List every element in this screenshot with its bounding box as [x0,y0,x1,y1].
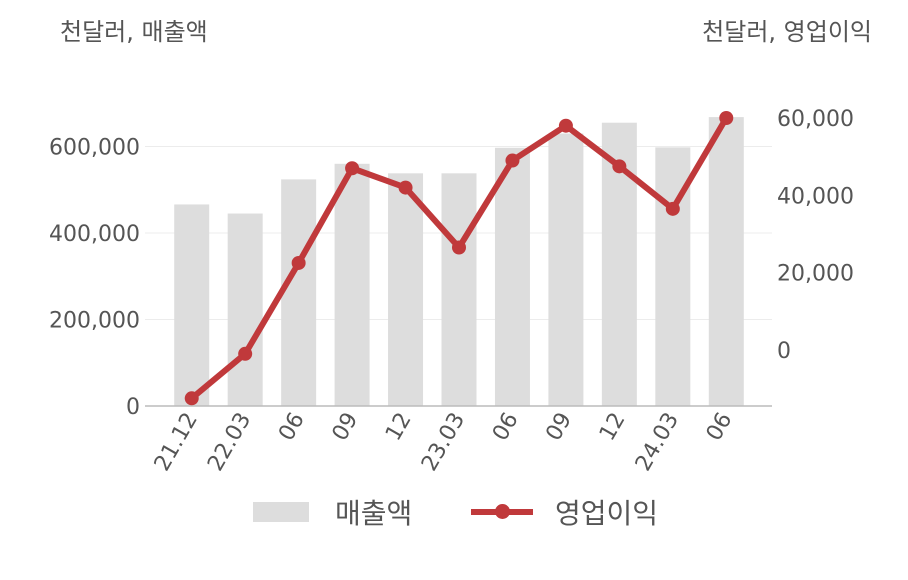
right-tick-3: 60,000 [777,107,854,132]
bar-5 [441,173,477,406]
legend-label-revenue: 매출액 [335,497,413,530]
profit-point-3 [345,161,360,176]
x-tick-7: 09 [541,409,577,446]
bar-6 [494,147,530,407]
profit-point-10 [719,110,734,125]
combo-chart: 0 200,000 400,000 600,000 0 20,000 40,000 60,0… [49,107,854,476]
x-tick-4: 12 [381,409,417,446]
x-tick-9: 24.03 [631,409,684,476]
profit-point-0 [184,391,199,406]
profit-point-2 [291,255,306,270]
legend: 매출액 영업이익 [0,492,908,536]
right-tick-1: 20,000 [777,262,854,287]
legend-line-swatch [471,504,533,519]
x-tick-8: 12 [595,409,631,446]
right-axis-unit: 천달러, 영업이익 [702,18,872,46]
left-tick-0: 0 [126,395,140,420]
profit-point-9 [665,201,680,216]
x-tick-5: 23.03 [417,409,470,476]
profit-point-8 [612,159,627,174]
bar-0 [174,204,210,406]
x-tick-0: 21.12 [150,409,203,476]
profit-point-7 [558,118,573,133]
left-tick-1: 200,000 [49,309,140,334]
left-tick-3: 600,000 [49,136,140,161]
bar-2 [281,179,317,406]
profit-point-4 [398,180,413,195]
legend-item-revenue: 매출액 [253,492,412,532]
bar-1 [227,213,263,406]
right-axis-ticks: 0 20,000 40,000 60,000 [777,107,854,364]
x-tick-6: 06 [488,409,524,446]
x-tick-2: 06 [274,409,310,446]
bar-10 [708,117,744,406]
bar-4 [388,173,424,406]
right-tick-0: 0 [777,339,791,364]
profit-point-1 [238,346,253,361]
left-tick-2: 400,000 [49,222,140,247]
left-axis-unit: 천달러, 매출액 [60,18,208,46]
legend-bar-swatch [253,502,309,522]
bar-3 [334,163,370,406]
legend-label-operating-profit: 영업이익 [555,497,659,530]
bar-series [174,117,744,407]
right-tick-2: 40,000 [777,184,854,209]
x-tick-3: 09 [328,409,364,446]
left-axis-ticks: 0 200,000 400,000 600,000 [49,136,140,421]
line-series [184,110,734,406]
bar-7 [548,133,584,406]
profit-point-6 [505,153,520,168]
legend-item-operating-profit: 영업이익 [471,492,658,532]
x-tick-10: 06 [702,409,738,446]
x-tick-1: 22.03 [203,409,256,476]
x-axis-ticks: 21.12 22.03 06 09 12 23.03 06 09 12 24.03 06 [150,409,738,476]
profit-point-5 [452,240,466,255]
